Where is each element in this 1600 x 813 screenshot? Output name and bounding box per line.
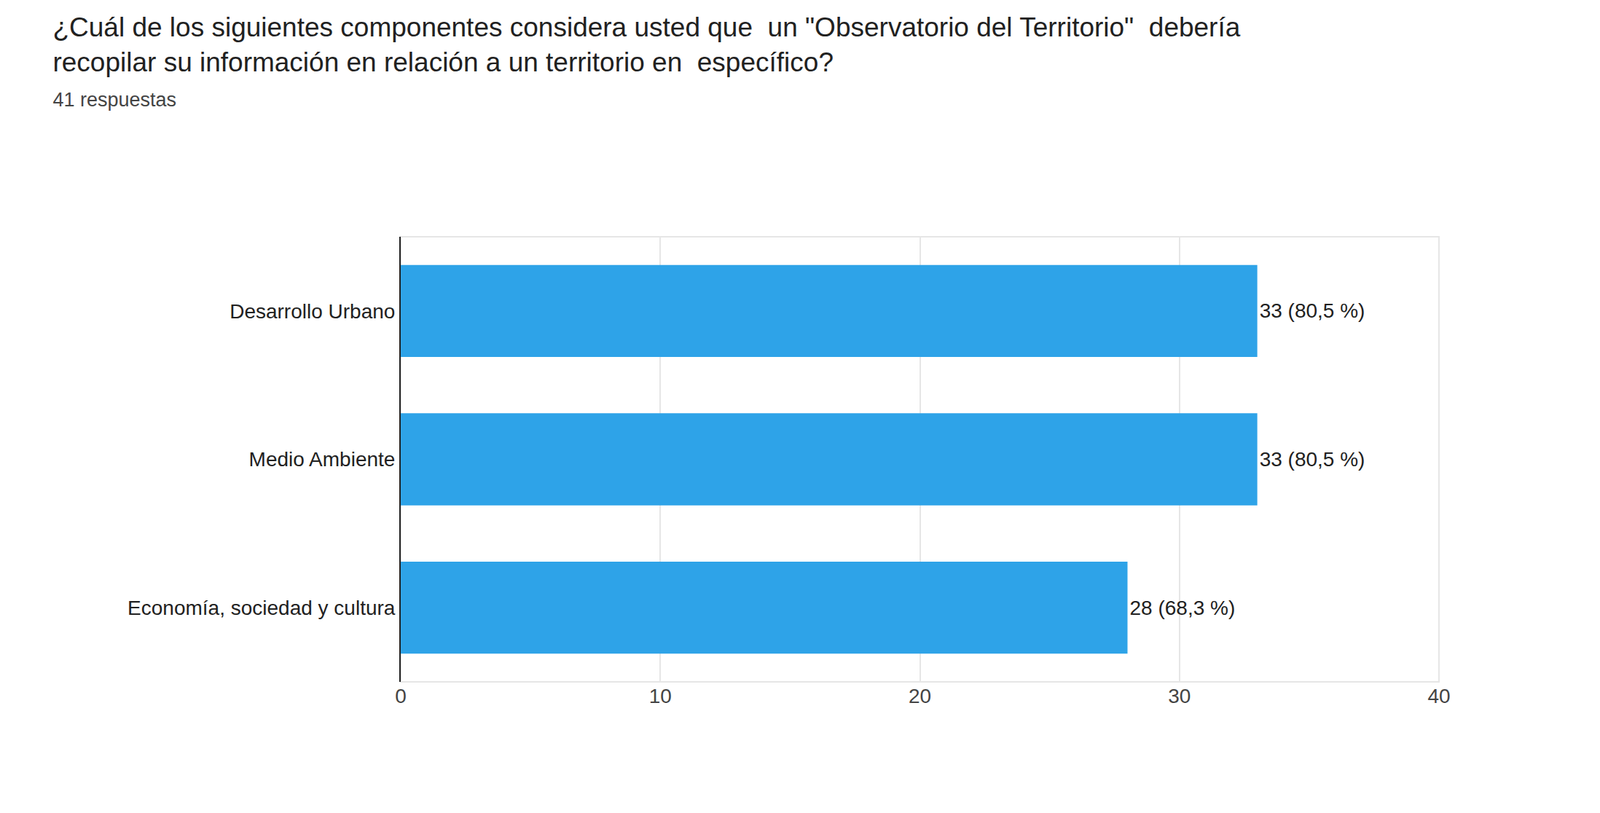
svg-text:10: 10 (649, 684, 672, 708)
svg-text:30: 30 (1167, 684, 1191, 708)
svg-text:40: 40 (1427, 684, 1450, 708)
svg-text:Desarrollo Urbano: Desarrollo Urbano (229, 300, 395, 323)
svg-text:0: 0 (394, 684, 407, 708)
svg-text:¿Cuál de los siguientes compon: ¿Cuál de los siguientes componentes cons… (52, 12, 1241, 111)
svg-text:28 (68,3 %): 28 (68,3 %) (1130, 596, 1236, 620)
svg-text:33 (80,5 %): 33 (80,5 %) (1259, 299, 1366, 323)
svg-text:20: 20 (908, 684, 932, 708)
svg-text:33 (80,5 %): 33 (80,5 %) (1259, 448, 1366, 471)
svg-text:Medio Ambiente: Medio Ambiente (249, 448, 396, 471)
svg-text:Economía, sociedad y cultura: Economía, sociedad y cultura (127, 596, 396, 620)
